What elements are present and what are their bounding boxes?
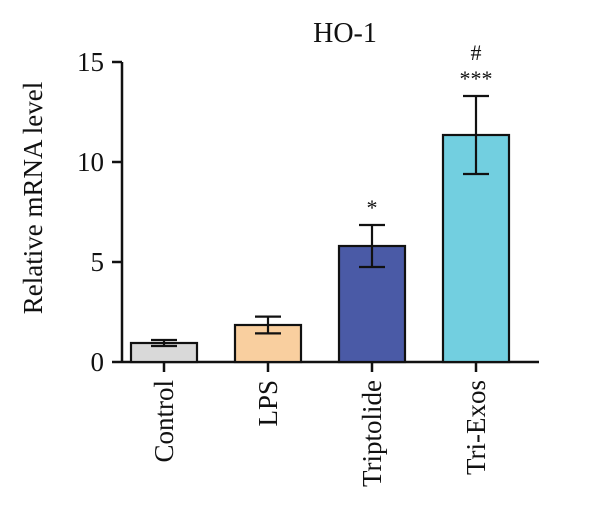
y-tick-label: 10	[77, 147, 104, 177]
bar-lps	[233, 323, 303, 364]
y-axis-label: Relative mRNA level	[18, 82, 48, 314]
x-axis	[122, 360, 539, 372]
significance-marker: #	[471, 40, 482, 65]
x-tick-label: Triptolide	[357, 380, 387, 487]
y-tick-label: 0	[91, 347, 105, 377]
significance-marker: ***	[460, 66, 493, 91]
error-bars	[151, 94, 489, 348]
significance-marker: *	[367, 195, 378, 220]
y-axis: 0 5 10 15	[77, 47, 124, 377]
x-tick-label: LPS	[253, 380, 283, 427]
bars	[129, 133, 511, 364]
chart-title: HO-1	[313, 18, 377, 49]
x-tick-label: Control	[149, 380, 179, 463]
significance-annotations: * #***	[367, 40, 493, 220]
bar-triptolide	[337, 244, 407, 364]
y-tick-label: 15	[77, 47, 104, 77]
y-tick-label: 5	[91, 247, 105, 277]
x-tick-labels: Control LPS Triptolide Tri-Exos	[149, 380, 491, 487]
x-tick-label: Tri-Exos	[461, 380, 491, 475]
